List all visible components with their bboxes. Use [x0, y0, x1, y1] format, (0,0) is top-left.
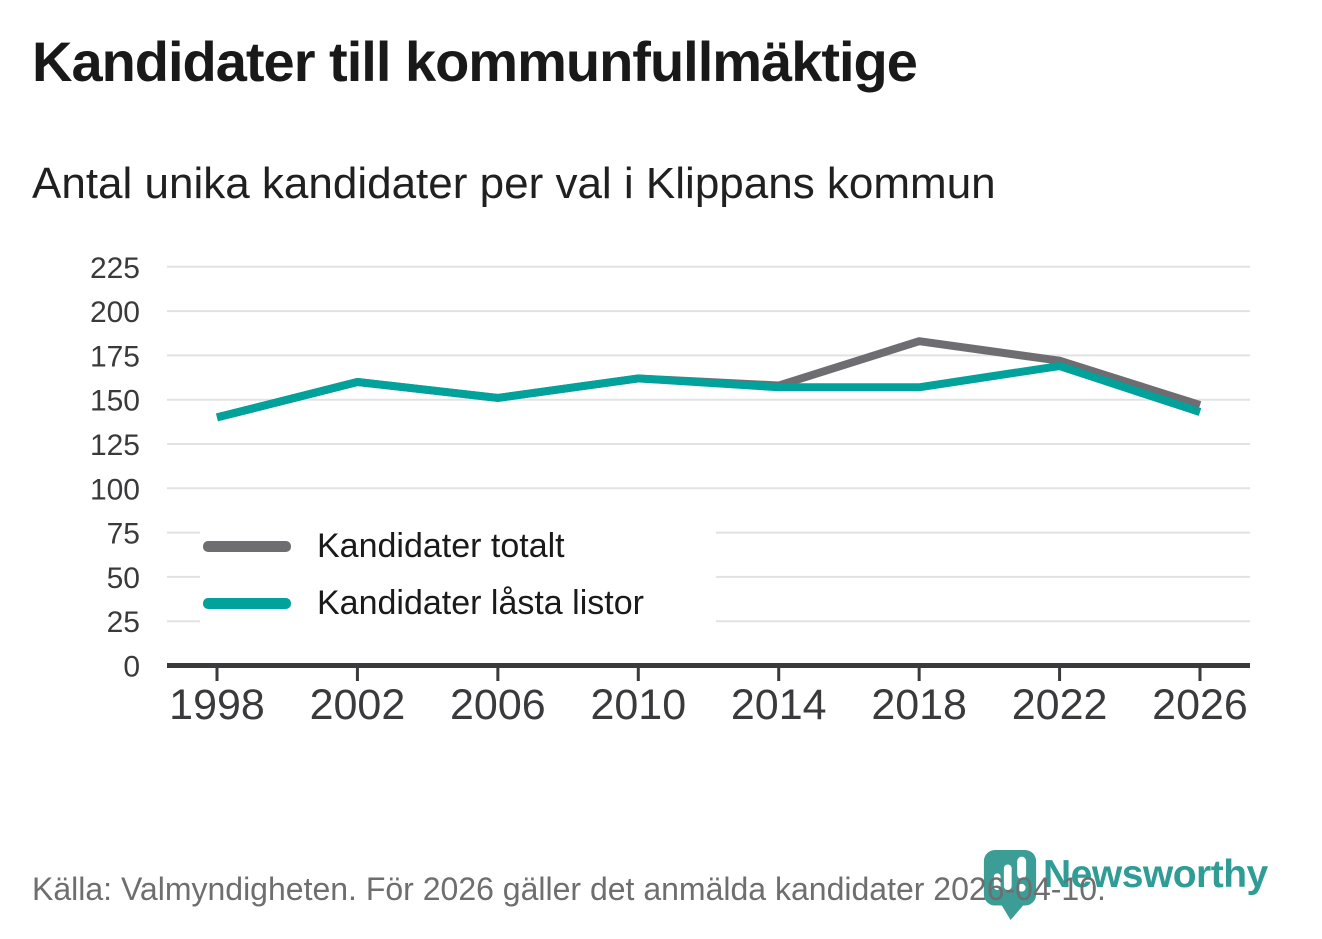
y-axis-label: 50	[107, 562, 140, 595]
y-axis-label: 175	[90, 340, 140, 373]
newsworthy-wordmark: Newsworthy	[1043, 853, 1268, 896]
page-title: Kandidater till kommunfullmäktige	[32, 30, 918, 93]
y-axis-label: 75	[107, 518, 140, 551]
newsworthy-pin-icon	[983, 850, 1037, 920]
y-axis-label: 0	[123, 651, 140, 684]
y-axis-label: 100	[90, 473, 140, 506]
x-axis-label: 2006	[450, 681, 546, 729]
x-axis-label: 2002	[310, 681, 406, 729]
x-axis-label: 2010	[590, 681, 686, 729]
y-axis-label: 225	[90, 252, 140, 285]
x-axis-label: 1998	[169, 681, 265, 729]
legend-item-lasta-listor: Kandidater låsta listor	[200, 575, 716, 632]
y-axis-label: 200	[90, 296, 140, 329]
page-subtitle: Antal unika kandidater per val i Klippan…	[32, 159, 996, 208]
x-axis-label: 2014	[731, 681, 827, 729]
x-axis-label: 2022	[1012, 681, 1108, 729]
x-axis-label: 2026	[1152, 681, 1248, 729]
series-line-lasta-listor	[216, 362, 1202, 422]
y-axis-label: 125	[90, 429, 140, 462]
y-axis-label: 25	[107, 606, 140, 639]
y-axis-label: 150	[90, 385, 140, 418]
legend-item-totalt: Kandidater totalt	[200, 518, 716, 575]
legend-label-totalt: Kandidater totalt	[317, 527, 565, 565]
x-axis-label: 2018	[871, 681, 967, 729]
legend-label-lasta-listor: Kandidater låsta listor	[317, 584, 644, 622]
legend-swatch-lasta-listor	[203, 598, 291, 609]
source-note: Källa: Valmyndigheten. För 2026 gäller d…	[32, 871, 1106, 907]
legend-swatch-totalt	[203, 541, 291, 552]
chart-legend: Kandidater totalt Kandidater låsta listo…	[200, 518, 716, 634]
